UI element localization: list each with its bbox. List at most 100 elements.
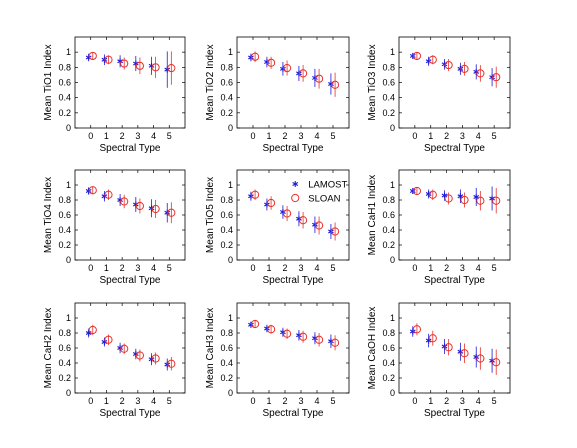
data-point <box>412 325 422 334</box>
plot-frame <box>236 302 350 394</box>
data-point <box>412 186 422 196</box>
y-axis-label: Mean CaH1 Index <box>367 175 378 256</box>
data-point <box>280 65 286 72</box>
x-tick-label: 0 <box>250 263 255 273</box>
data-point <box>492 73 501 82</box>
x-tick-label: 2 <box>120 396 125 406</box>
x-axis-label: Spectral Type <box>100 408 161 419</box>
y-tick-label: 0.2 <box>220 108 233 118</box>
data-point <box>264 325 270 332</box>
series-lamost <box>85 51 171 88</box>
data-point <box>314 74 324 83</box>
y-tick-label: 0 <box>390 123 395 133</box>
data-point <box>167 208 176 217</box>
y-tick-label: 0.6 <box>58 78 71 88</box>
data-point <box>460 349 469 358</box>
x-tick-label: 5 <box>492 263 497 273</box>
data-point <box>298 69 308 78</box>
y-tick-label: 0.4 <box>58 225 71 235</box>
x-tick-label: 5 <box>492 396 497 406</box>
y-tick-label: 0 <box>390 388 395 398</box>
data-point <box>312 335 318 342</box>
data-point <box>330 227 340 236</box>
y-tick-label: 1 <box>66 313 71 323</box>
y-tick-label: 0 <box>390 255 395 265</box>
y-tick-label: 0.8 <box>382 328 395 338</box>
y-tick-label: 0 <box>66 123 71 133</box>
data-point <box>328 338 334 345</box>
plot-frame <box>74 36 186 129</box>
data-point <box>441 61 448 68</box>
y-tick-label: 0.2 <box>58 240 71 250</box>
x-tick-label: 4 <box>314 263 319 273</box>
x-tick-label: 4 <box>476 263 481 273</box>
x-tick-label: 3 <box>298 396 303 406</box>
x-tick-label: 3 <box>298 131 303 141</box>
data-point <box>425 58 432 65</box>
data-point <box>88 51 97 61</box>
y-tick-label: 0 <box>228 388 233 398</box>
data-point <box>282 209 292 218</box>
series-lamost <box>409 186 495 211</box>
y-tick-label: 0.6 <box>58 210 71 220</box>
x-tick-label: 3 <box>135 131 140 141</box>
series-sloan <box>88 324 176 371</box>
x-tick-label: 0 <box>412 131 417 141</box>
legend-marker-lamost <box>292 181 299 187</box>
data-point <box>441 343 448 350</box>
data-point <box>473 194 480 200</box>
x-tick-label: 5 <box>167 396 172 406</box>
data-point <box>489 74 495 81</box>
data-point <box>248 54 254 61</box>
data-point <box>117 345 123 351</box>
data-point <box>250 52 260 61</box>
data-point <box>441 192 448 199</box>
y-tick-label: 0.6 <box>58 343 71 353</box>
y-tick-label: 1 <box>66 47 71 57</box>
data-point <box>120 59 129 68</box>
data-point <box>444 60 453 70</box>
y-tick-label: 0.4 <box>58 358 71 368</box>
x-tick-label: 5 <box>167 131 172 141</box>
data-point <box>266 58 276 67</box>
x-tick-label: 0 <box>250 131 255 141</box>
y-tick-label: 0 <box>228 255 233 265</box>
data-point <box>444 194 453 203</box>
data-point <box>473 68 480 75</box>
x-tick-label: 1 <box>104 131 109 141</box>
data-point <box>492 196 501 205</box>
y-tick-label: 1 <box>228 47 233 57</box>
y-tick-label: 0.6 <box>382 78 395 88</box>
x-tick-label: 4 <box>476 131 481 141</box>
x-axis-label: Spectral Type <box>100 143 161 154</box>
y-tick-label: 0.2 <box>58 108 71 118</box>
data-point <box>409 188 416 194</box>
subplot-3: 0 1 2 3 4 5 0 0.2 0.4 0.6 0.8 1 Spectral Type Mean Ti… <box>367 36 511 154</box>
data-point <box>167 63 176 73</box>
series-sloan <box>412 186 501 214</box>
data-point <box>409 52 416 59</box>
y-tick-label: 0.6 <box>220 343 233 353</box>
x-tick-label: 5 <box>167 263 172 273</box>
x-tick-label: 5 <box>330 263 335 273</box>
data-point <box>167 359 176 368</box>
y-tick-label: 0.4 <box>220 358 233 368</box>
data-point <box>282 329 292 338</box>
data-point <box>266 325 276 334</box>
x-tick-label: 2 <box>282 396 287 406</box>
data-point <box>248 193 254 200</box>
data-point <box>250 190 260 199</box>
data-point <box>280 209 286 215</box>
y-tick-label: 0.6 <box>220 78 233 88</box>
series-sloan <box>412 51 501 88</box>
x-tick-label: 0 <box>250 396 255 406</box>
data-point <box>151 204 160 214</box>
series-lamost <box>409 326 495 373</box>
x-axis-label: Spectral Type <box>424 275 485 286</box>
data-point <box>314 221 324 230</box>
x-tick-label: 3 <box>460 131 465 141</box>
y-axis-label: Mean TiO2 Index <box>205 44 216 120</box>
